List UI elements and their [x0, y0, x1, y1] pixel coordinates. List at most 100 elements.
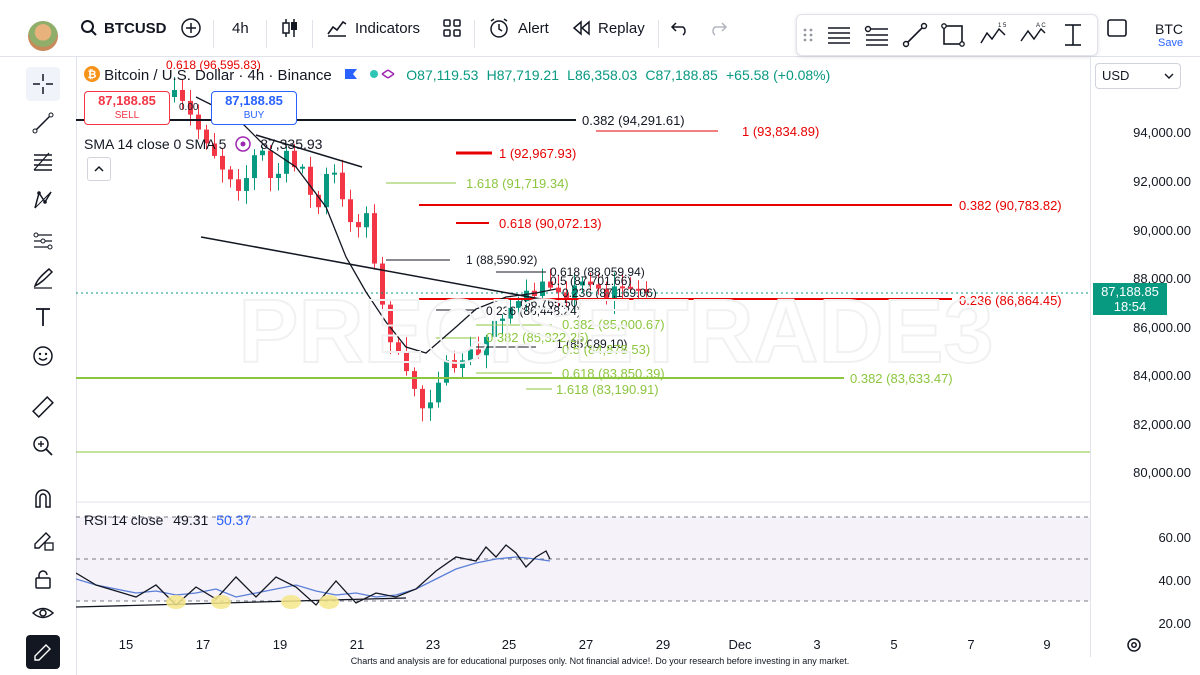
date-range-icon[interactable]	[1059, 21, 1087, 49]
candle	[468, 336, 473, 366]
buy-button[interactable]: 87,188.85 BUY	[211, 91, 297, 125]
time-tick: 21	[349, 637, 365, 652]
chart-type-button[interactable]	[280, 0, 300, 56]
undo-icon	[670, 22, 686, 36]
ruler-tool[interactable]	[26, 390, 60, 424]
symbol-label: BTCUSD	[104, 19, 167, 37]
time-tick: Dec	[728, 637, 752, 652]
candle	[620, 273, 625, 300]
brush-tool[interactable]	[26, 261, 60, 295]
ohlc-change: +65.58 (+0.08%)	[726, 67, 831, 83]
candle	[244, 165, 249, 204]
replay-label: Replay	[598, 19, 645, 37]
ohlc-high: H87,719.21	[486, 67, 559, 83]
price-tick: 88,000.00	[1133, 271, 1191, 286]
lock-tool[interactable]	[26, 562, 60, 596]
alert-button[interactable]: Alert	[488, 0, 549, 56]
hide-tool[interactable]	[26, 596, 60, 630]
account-label[interactable]: BTC	[1155, 21, 1183, 37]
gear-icon[interactable]	[1125, 636, 1143, 654]
fib-channel-icon[interactable]	[863, 21, 891, 49]
candle	[380, 256, 385, 317]
projection-tool[interactable]	[26, 222, 60, 256]
price-tick: 94,000.00	[1133, 125, 1191, 140]
text-tool[interactable]	[26, 300, 60, 334]
sma-line	[195, 96, 557, 354]
chart-legend: ₿ Bitcoin / U.S. Dollar · 4h · Binance O…	[84, 66, 830, 84]
sma-label: SMA 14 close 0 SMA 5	[84, 136, 227, 152]
fib-level-label: 0.382 (85,322.25)	[486, 330, 589, 345]
compare-button[interactable]	[180, 0, 202, 56]
flag-icon[interactable]	[344, 68, 358, 80]
time-tick: 29	[655, 637, 671, 652]
spread-value: 0.00	[179, 102, 199, 113]
eye-legend-icon[interactable]	[368, 68, 398, 80]
magnet-tool[interactable]	[26, 482, 60, 516]
layout-button[interactable]	[1106, 0, 1128, 56]
crosshair-tool[interactable]	[26, 67, 60, 101]
rsi-highlight	[281, 595, 301, 609]
horizontal-lines-icon[interactable]	[825, 21, 853, 49]
time-axis[interactable]: 15 17 19 21 23 25 27 29 Dec 3 5 7 9	[76, 637, 1090, 655]
price-tick: 92,000.00	[1133, 174, 1191, 189]
crosshair-icon	[33, 74, 53, 94]
candle	[556, 275, 561, 307]
trendline-tool[interactable]	[26, 106, 60, 140]
price-axis[interactable]: USD 94,000.00 92,000.00 90,000.00 88,000.00…	[1090, 57, 1200, 657]
templates-icon	[443, 19, 461, 37]
candle	[420, 385, 425, 422]
rsi-legend: RSI 14 close 49.31 50.37	[84, 512, 251, 528]
save-button[interactable]: Save	[1158, 37, 1184, 49]
ohlc-open: O87,119.53	[406, 67, 479, 83]
zoom-icon	[33, 436, 53, 456]
alert-label: Alert	[518, 19, 549, 37]
candle	[628, 277, 633, 293]
redo-button[interactable]	[708, 0, 728, 56]
plus-circle-icon	[181, 18, 201, 38]
alarm-icon	[490, 18, 508, 38]
candle	[452, 350, 457, 373]
search-icon	[81, 20, 97, 36]
redo-icon	[712, 22, 728, 36]
sell-button[interactable]: 87,188.85 SELL	[84, 91, 170, 125]
rectangle-tool-icon[interactable]	[939, 21, 967, 49]
bar-countdown: 18:54	[1113, 299, 1147, 314]
fib-tool[interactable]	[26, 144, 60, 178]
pattern-tool[interactable]	[26, 183, 60, 217]
indicators-button[interactable]: Indicators	[326, 0, 420, 56]
candle	[228, 166, 233, 188]
interval-label: 4h	[232, 19, 249, 37]
elliott-wave-icon[interactable]: 1 5	[979, 21, 1007, 49]
interval-button[interactable]: 4h	[232, 0, 249, 56]
fib-level-label: 0.236 (87,169.06)	[562, 286, 657, 300]
lock-draw-icon	[34, 532, 54, 551]
candle	[644, 281, 649, 298]
settings-toggle-icon[interactable]	[234, 135, 252, 153]
symbol-search[interactable]: BTCUSD	[80, 0, 167, 56]
undo-button[interactable]	[670, 0, 690, 56]
rsi-highlight	[319, 595, 339, 609]
time-tick: 17	[195, 637, 211, 652]
time-tick: 3	[813, 637, 821, 652]
emoji-tool[interactable]	[26, 339, 60, 373]
rsi-ma-line	[76, 556, 551, 598]
text-icon	[36, 308, 50, 326]
templates-button[interactable]	[442, 0, 462, 56]
drag-handle-icon[interactable]	[801, 21, 815, 49]
price-tick: 90,000.00	[1133, 223, 1191, 238]
price-chart[interactable]: 0.382 (94,291.61) 1 (88,590.92) 0.618 (88,…	[76, 57, 1090, 657]
candle	[588, 272, 593, 291]
currency-label: USD	[1102, 68, 1130, 83]
candle	[268, 145, 273, 192]
trendline-tool-icon[interactable]	[901, 21, 929, 49]
replay-button[interactable]: Replay	[572, 0, 645, 56]
avatar[interactable]	[28, 21, 58, 51]
remove-tool[interactable]	[26, 635, 60, 669]
chevron-down-icon	[1164, 73, 1174, 79]
trash-icon	[34, 644, 51, 661]
currency-select[interactable]: USD	[1095, 63, 1181, 89]
lock-drawings-tool[interactable]	[26, 523, 60, 557]
abc-pattern-icon[interactable]: A C	[1019, 21, 1047, 49]
zoom-tool[interactable]	[26, 429, 60, 463]
collapse-legend-button[interactable]	[87, 157, 111, 181]
